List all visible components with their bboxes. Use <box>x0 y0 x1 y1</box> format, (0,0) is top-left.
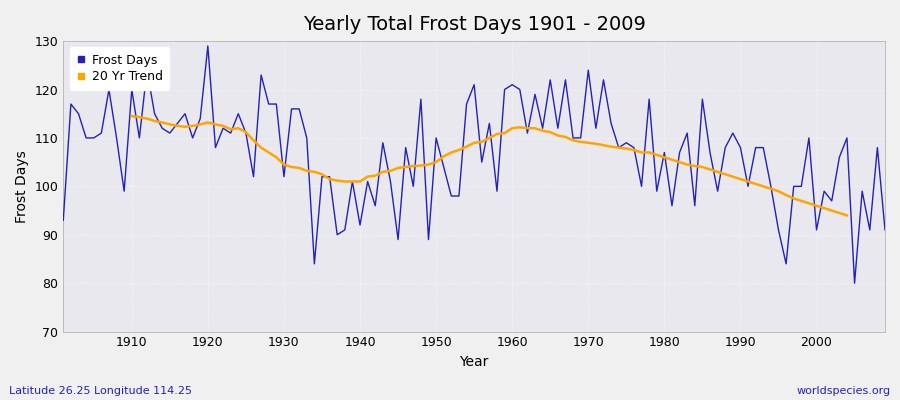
Frost Days <box>507 82 517 87</box>
Text: worldspecies.org: worldspecies.org <box>796 386 891 396</box>
Frost Days <box>119 189 130 194</box>
Frost Days <box>515 87 526 92</box>
Text: Latitude 26.25 Longitude 114.25: Latitude 26.25 Longitude 114.25 <box>9 386 192 396</box>
20 Yr Trend <box>157 120 167 125</box>
Frost Days <box>879 228 890 232</box>
20 Yr Trend <box>613 145 624 150</box>
20 Yr Trend <box>652 152 662 157</box>
Frost Days <box>339 228 350 232</box>
Frost Days <box>58 218 68 223</box>
20 Yr Trend <box>126 114 137 118</box>
Frost Days <box>850 281 860 286</box>
Y-axis label: Frost Days: Frost Days <box>15 150 29 223</box>
Frost Days <box>293 106 304 111</box>
Frost Days <box>606 121 616 126</box>
X-axis label: Year: Year <box>460 355 489 369</box>
Line: Frost Days: Frost Days <box>63 46 885 283</box>
Line: 20 Yr Trend: 20 Yr Trend <box>131 116 847 215</box>
20 Yr Trend <box>842 213 852 218</box>
Title: Yearly Total Frost Days 1901 - 2009: Yearly Total Frost Days 1901 - 2009 <box>302 15 645 34</box>
Frost Days <box>202 44 213 48</box>
Legend: Frost Days, 20 Yr Trend: Frost Days, 20 Yr Trend <box>69 47 169 90</box>
20 Yr Trend <box>628 148 639 152</box>
20 Yr Trend <box>256 145 266 150</box>
20 Yr Trend <box>659 155 670 160</box>
